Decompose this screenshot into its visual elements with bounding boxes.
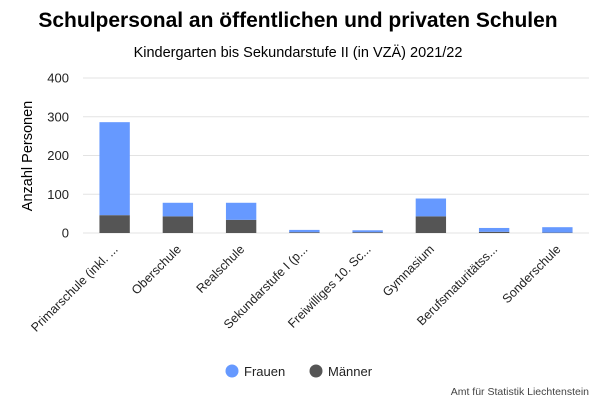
y-tick-label: 400 <box>47 71 69 86</box>
legend: Frauen Männer <box>225 364 373 379</box>
y-tick-label: 0 <box>62 226 69 241</box>
bar-frauen-1 <box>162 202 194 217</box>
y-tick-label: 100 <box>47 187 69 202</box>
legend-marker-frauen <box>225 364 239 378</box>
bar-m-nner-4 <box>352 232 383 233</box>
y-axis-ticks: 0 100 200 300 400 <box>47 71 69 241</box>
grid-lines <box>83 77 589 234</box>
bar-m-nner-2 <box>225 219 257 233</box>
bar-frauen-3 <box>289 229 320 233</box>
bar-frauen-7 <box>542 227 573 233</box>
bar-frauen-2 <box>225 202 257 220</box>
credits: Amt für Statistik Liechtenstein <box>451 386 589 398</box>
bar-m-nner-5 <box>415 216 447 233</box>
legend-label: Männer <box>328 364 373 379</box>
chart-title: Schulpersonal an öffentlichen und privat… <box>38 9 557 32</box>
bar-frauen-0 <box>99 122 130 216</box>
x-category-label: Gymnasium <box>380 242 437 299</box>
bar-m-nner-3 <box>289 232 320 233</box>
x-category-label: Realschule <box>194 242 248 296</box>
bar-m-nner-0 <box>99 215 130 233</box>
legend-label: Frauen <box>244 364 285 379</box>
x-axis-categories: Primarschule (inkl. ... Oberschule Realsch… <box>28 242 563 334</box>
x-category-label: Sonderschule <box>500 242 564 306</box>
y-tick-label: 300 <box>47 109 69 124</box>
chart-subtitle: Kindergarten bis Sekundarstufe II (in VZ… <box>134 44 463 61</box>
x-category-label: Primarschule (inkl. ... <box>28 242 120 334</box>
legend-marker-m-nner <box>309 364 323 378</box>
bar-frauen-4 <box>352 230 383 233</box>
y-axis-label: Anzahl Personen <box>20 101 36 211</box>
bar-m-nner-1 <box>162 216 194 233</box>
bars <box>99 122 573 233</box>
bar-frauen-6 <box>478 227 510 232</box>
bar-frauen-5 <box>415 198 447 217</box>
bar-m-nner-6 <box>478 231 510 233</box>
y-tick-label: 200 <box>47 148 69 163</box>
x-category-label: Oberschule <box>129 242 184 297</box>
